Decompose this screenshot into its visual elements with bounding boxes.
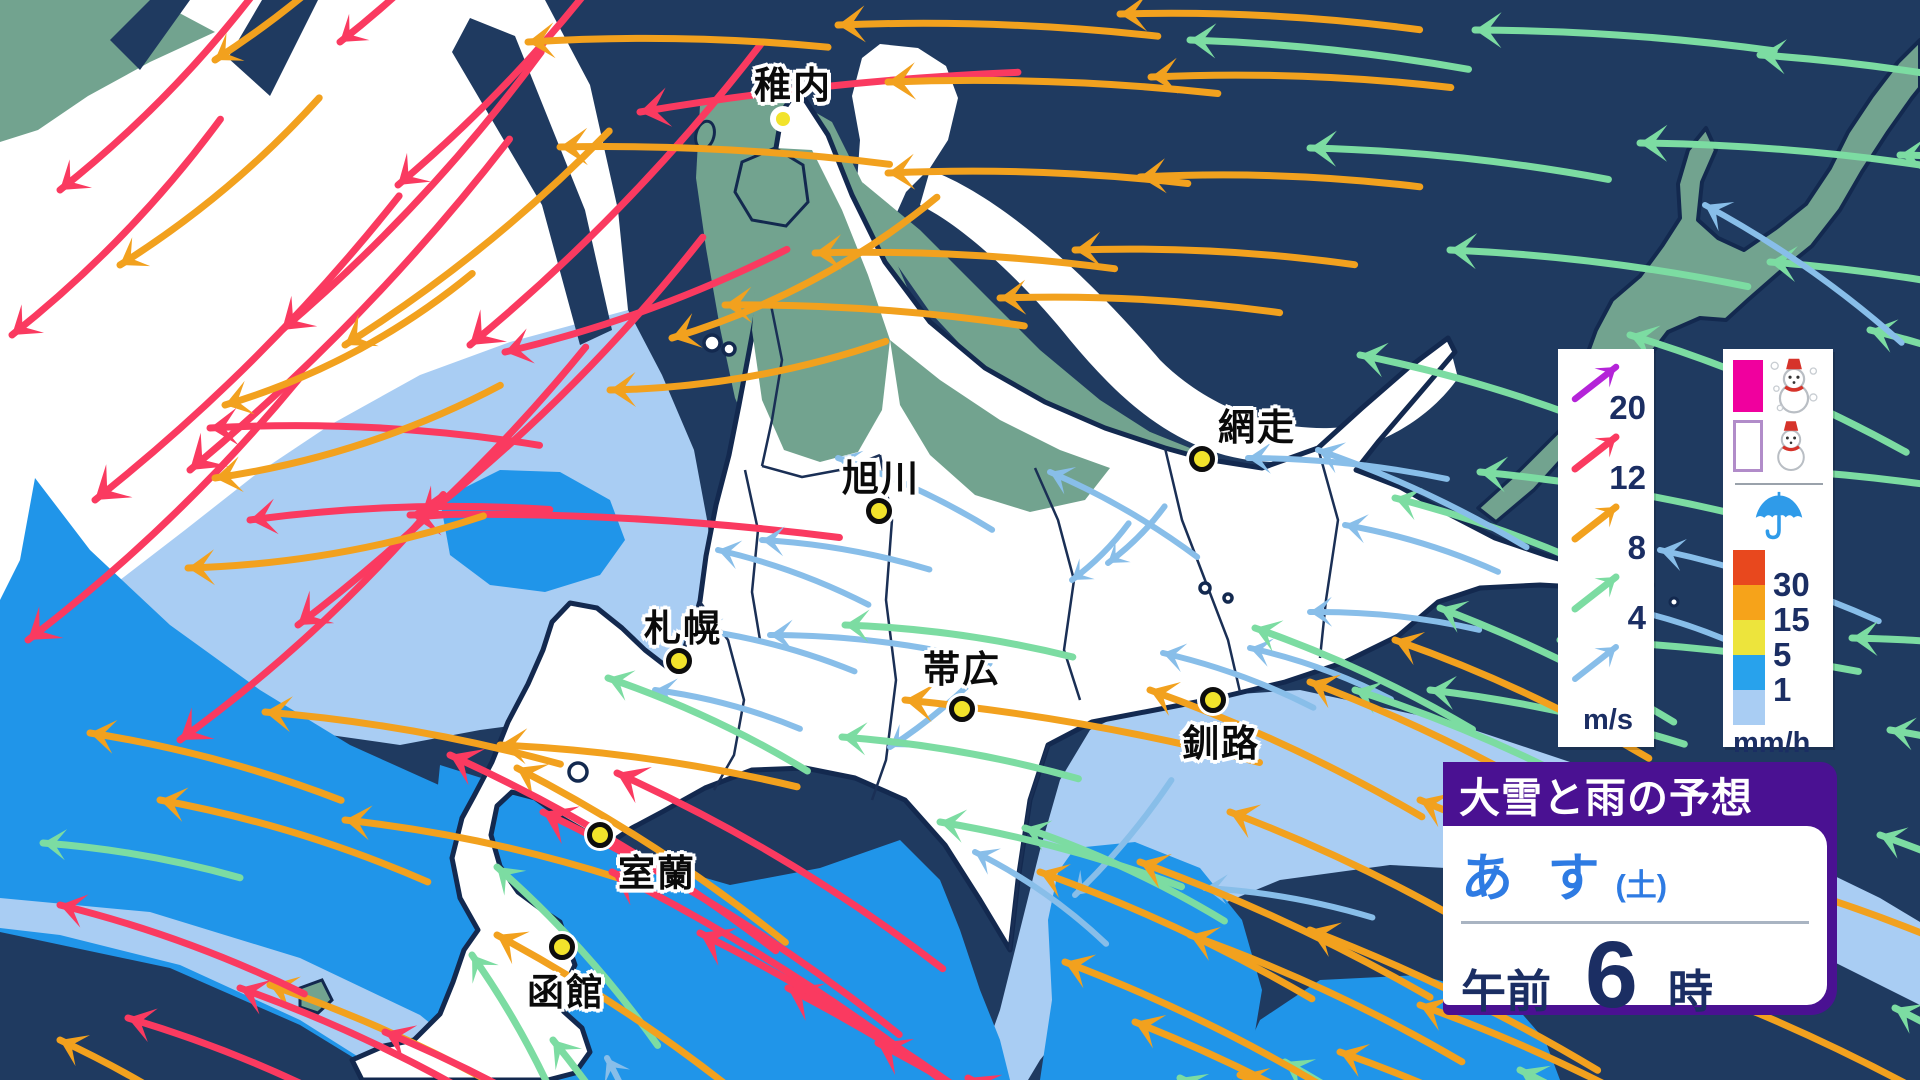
city-dot <box>549 934 575 960</box>
forecast-info-card: 大雪と雨の予想 あ す (土) 午前 6 時 <box>1443 762 1837 1025</box>
rain-value-5: 5 <box>1773 636 1792 673</box>
rain-value-30: 30 <box>1773 566 1810 603</box>
forecast-divider <box>1461 921 1809 924</box>
city-label: 帯広 <box>923 649 1001 690</box>
wind-speed-12: 12 <box>1609 459 1646 496</box>
city-label: 稚内 <box>754 65 832 106</box>
rain-swatch-4 <box>1733 690 1765 725</box>
city-dot <box>866 498 892 524</box>
rain-value-15: 15 <box>1773 601 1810 638</box>
city-dot <box>1189 446 1215 472</box>
city-dot <box>587 822 613 848</box>
rain-swatch-1 <box>1733 585 1765 620</box>
rain-swatch-0 <box>1733 550 1765 585</box>
wind-speed-20: 20 <box>1609 389 1646 426</box>
land-ice-okhotsk <box>890 340 1110 512</box>
lakes <box>567 333 1234 783</box>
snowman-heavy-snow-icon <box>1770 358 1818 414</box>
wind-arrow-8-icon <box>1571 503 1620 543</box>
hokkaido-island <box>349 89 1600 1080</box>
rain-value-1: 1 <box>1773 671 1792 708</box>
legend-divider <box>1735 483 1823 485</box>
wind-speed-4: 4 <box>1627 599 1646 636</box>
wind-arrow-4-icon <box>1571 573 1620 613</box>
snow-swatch <box>1733 420 1763 472</box>
city-label: 札幌 <box>644 608 722 649</box>
wind-arrow-20plus-icon <box>1571 363 1620 403</box>
rain-swatch-3 <box>1733 655 1765 690</box>
wind-speed-8: 8 <box>1627 529 1646 566</box>
city-label: 釧路 <box>1182 723 1260 764</box>
rain-intensity-swatches <box>1733 550 1765 725</box>
wind-unit-label: m/s <box>1583 704 1633 736</box>
sea-wedge <box>0 932 390 1080</box>
rain-swatch-2 <box>1733 620 1765 655</box>
forecast-card-body: あ す (土) 午前 6 時 <box>1443 826 1827 1025</box>
forecast-weekday-label: (土) <box>1615 868 1668 903</box>
city-label: 網走 <box>1218 407 1296 448</box>
forecast-hour-value: 6 <box>1585 922 1638 1028</box>
forecast-ampm-label: 午前 <box>1461 966 1552 1017</box>
forecast-hour-unit: 時 <box>1667 966 1713 1017</box>
wind-speed-legend: 20 12 8 4 m/s <box>1558 349 1654 747</box>
city-label: 室蘭 <box>618 853 696 894</box>
snowman-icon <box>1777 421 1805 472</box>
city-dot <box>770 106 796 132</box>
wind-arrow-light-icon <box>1572 644 1619 682</box>
wind-arrow-12-icon <box>1571 433 1620 473</box>
city-label: 旭川 <box>842 458 920 499</box>
rain-unit-label: mm/h <box>1733 727 1811 759</box>
heavy-snow-swatch <box>1733 360 1763 412</box>
city-label: 函館 <box>527 972 605 1013</box>
forecast-title: 大雪と雨の予想 <box>1459 775 1753 821</box>
iturup-island <box>1586 38 1920 384</box>
forecast-day-label: あ す <box>1461 850 1610 908</box>
forecast-card-header: 大雪と雨の予想 <box>1443 762 1837 826</box>
city-dot <box>666 648 692 674</box>
city-dot <box>949 696 975 722</box>
umbrella-icon <box>1755 491 1803 540</box>
city-dot <box>1200 687 1226 713</box>
precipitation-legend: 30 15 5 1 mm/h <box>1723 349 1833 759</box>
habomai-islet-2 <box>1668 596 1680 608</box>
